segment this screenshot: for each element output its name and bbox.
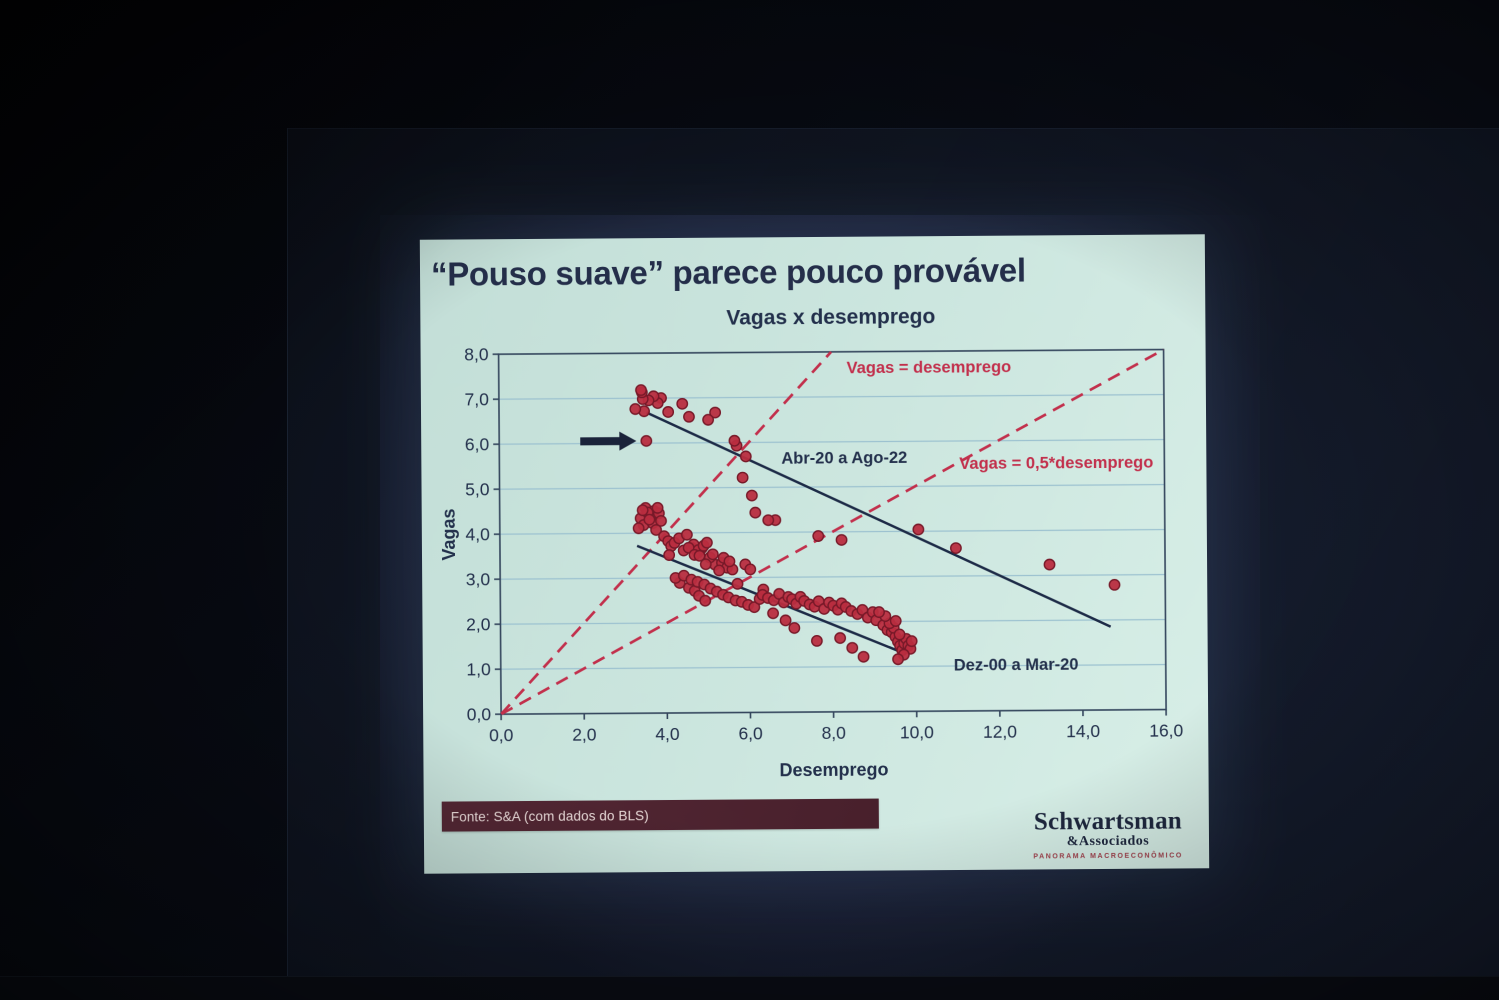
company-logo: Schwartsman &Associados PANORAMA MACROEC… — [1023, 807, 1193, 861]
svg-text:5,0: 5,0 — [465, 479, 490, 499]
svg-text:Vagas = 0,5*desemprego: Vagas = 0,5*desemprego — [959, 454, 1153, 473]
source-bar: Fonte: S&A (com dados do BLS) — [441, 798, 879, 832]
chart-svg: Vagas = desemprego Vagas = 0,5*desemprego… — [440, 344, 1184, 780]
logo-tagline: PANORAMA MACROECONÔMICO — [1033, 852, 1183, 861]
svg-text:Abr-20 a Ago-22: Abr-20 a Ago-22 — [781, 449, 907, 468]
svg-text:Dez-00 a Mar-20: Dez-00 a Mar-20 — [954, 656, 1079, 675]
svg-text:0,0: 0,0 — [489, 725, 514, 745]
y-axis-title: Vagas — [440, 508, 459, 560]
y-axis: 0,0 1,0 2,0 3,0 4,0 5,0 6,0 7,0 8,0 Vagas — [440, 344, 502, 724]
svg-text:Vagas = desemprego: Vagas = desemprego — [847, 358, 1012, 377]
svg-text:3,0: 3,0 — [466, 569, 491, 589]
svg-text:16,0: 16,0 — [1149, 720, 1183, 740]
source-text: Fonte: S&A (com dados do BLS) — [450, 807, 649, 825]
svg-text:4,0: 4,0 — [655, 724, 680, 744]
logo-name: Schwartsman — [1033, 807, 1182, 836]
svg-text:12,0: 12,0 — [983, 722, 1017, 742]
svg-text:6,0: 6,0 — [738, 723, 763, 743]
svg-text:0,0: 0,0 — [467, 704, 492, 724]
svg-text:7,0: 7,0 — [465, 389, 490, 409]
svg-text:14,0: 14,0 — [1066, 721, 1100, 741]
svg-text:1,0: 1,0 — [466, 659, 491, 679]
svg-text:8,0: 8,0 — [822, 723, 847, 743]
arrow-icon — [580, 431, 637, 451]
svg-text:6,0: 6,0 — [465, 434, 490, 454]
svg-text:4,0: 4,0 — [465, 524, 490, 544]
x-axis: 0,0 2,0 4,0 6,0 8,0 10,0 12,0 14,0 16,0 Desempreg… — [489, 709, 1184, 780]
svg-text:2,0: 2,0 — [572, 725, 597, 745]
svg-text:10,0: 10,0 — [900, 722, 934, 742]
slide-title: “Pouso suave” parece pouco provável — [430, 251, 1026, 293]
logo-suffix: &Associados — [1066, 833, 1150, 850]
slide: “Pouso suave” parece pouco provável Vaga… — [419, 234, 1210, 874]
desk-edge — [0, 976, 1499, 1000]
chart-title: Vagas x desemprego — [726, 305, 936, 330]
x-axis-title: Desemprego — [779, 759, 888, 780]
svg-text:8,0: 8,0 — [464, 344, 489, 364]
svg-text:2,0: 2,0 — [466, 614, 491, 634]
